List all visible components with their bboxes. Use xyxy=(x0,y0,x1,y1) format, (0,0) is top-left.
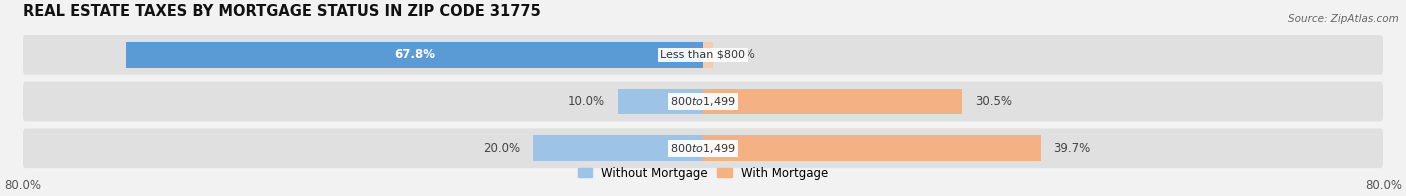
Bar xyxy=(703,89,962,114)
FancyBboxPatch shape xyxy=(22,35,1384,75)
Text: REAL ESTATE TAXES BY MORTGAGE STATUS IN ZIP CODE 31775: REAL ESTATE TAXES BY MORTGAGE STATUS IN … xyxy=(22,4,540,19)
Bar xyxy=(127,42,703,68)
Bar xyxy=(703,135,1040,161)
Bar xyxy=(533,135,703,161)
Text: 67.8%: 67.8% xyxy=(394,48,436,61)
Bar xyxy=(619,89,703,114)
Text: 20.0%: 20.0% xyxy=(484,142,520,155)
Text: Source: ZipAtlas.com: Source: ZipAtlas.com xyxy=(1288,14,1399,24)
Legend: Without Mortgage, With Mortgage: Without Mortgage, With Mortgage xyxy=(578,167,828,180)
Text: $800 to $1,499: $800 to $1,499 xyxy=(671,142,735,155)
Text: 30.5%: 30.5% xyxy=(976,95,1012,108)
FancyBboxPatch shape xyxy=(22,128,1384,168)
Text: Less than $800: Less than $800 xyxy=(661,50,745,60)
Bar xyxy=(703,42,713,68)
Text: 39.7%: 39.7% xyxy=(1053,142,1091,155)
Text: $800 to $1,499: $800 to $1,499 xyxy=(671,95,735,108)
Text: 10.0%: 10.0% xyxy=(568,95,605,108)
FancyBboxPatch shape xyxy=(22,82,1384,122)
Text: 1.2%: 1.2% xyxy=(725,48,756,61)
